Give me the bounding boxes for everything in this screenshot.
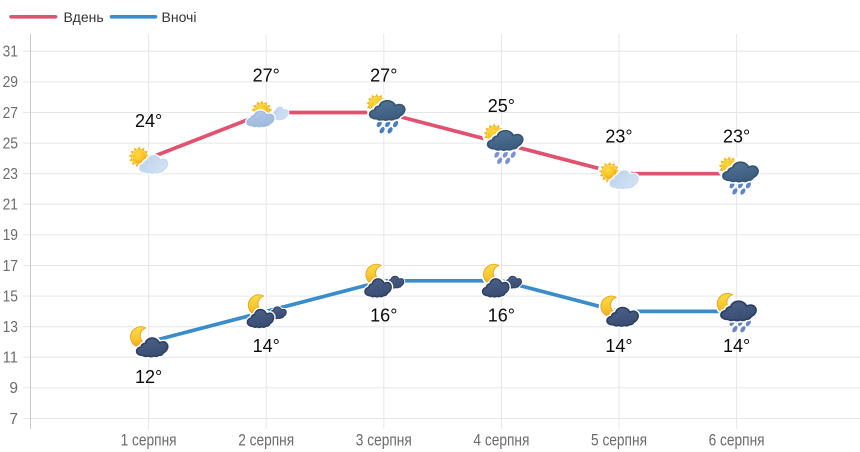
svg-text:7: 7 <box>9 411 18 428</box>
svg-text:27°: 27° <box>370 65 397 85</box>
svg-text:15: 15 <box>3 288 18 305</box>
svg-text:Вдень: Вдень <box>64 9 104 25</box>
svg-text:23: 23 <box>3 166 18 183</box>
svg-text:14°: 14° <box>723 336 750 356</box>
svg-text:1 серпня: 1 серпня <box>121 431 177 450</box>
svg-text:Вночі: Вночі <box>162 9 197 25</box>
svg-text:17: 17 <box>3 258 18 275</box>
svg-text:31: 31 <box>3 44 18 61</box>
svg-text:11: 11 <box>3 350 18 367</box>
svg-text:23°: 23° <box>605 127 632 147</box>
svg-text:25: 25 <box>3 135 18 152</box>
svg-text:5 серпня: 5 серпня <box>591 431 647 450</box>
svg-text:12°: 12° <box>135 367 162 387</box>
svg-text:4 серпня: 4 серпня <box>473 431 529 450</box>
svg-text:2 серпня: 2 серпня <box>238 431 294 450</box>
svg-text:6 серпня: 6 серпня <box>709 431 765 450</box>
svg-text:3 серпня: 3 серпня <box>356 431 412 450</box>
svg-text:14°: 14° <box>253 336 280 356</box>
svg-text:21: 21 <box>3 197 18 214</box>
svg-text:14°: 14° <box>605 336 632 356</box>
svg-text:16°: 16° <box>370 306 397 326</box>
svg-text:9: 9 <box>9 380 18 397</box>
svg-text:25°: 25° <box>488 96 515 116</box>
svg-text:24°: 24° <box>135 111 162 131</box>
svg-text:13: 13 <box>3 319 18 336</box>
svg-text:27°: 27° <box>253 65 280 85</box>
svg-text:16°: 16° <box>488 306 515 326</box>
svg-text:23°: 23° <box>723 127 750 147</box>
svg-text:19: 19 <box>3 227 18 244</box>
svg-text:27: 27 <box>3 105 18 122</box>
svg-text:29: 29 <box>3 74 18 91</box>
